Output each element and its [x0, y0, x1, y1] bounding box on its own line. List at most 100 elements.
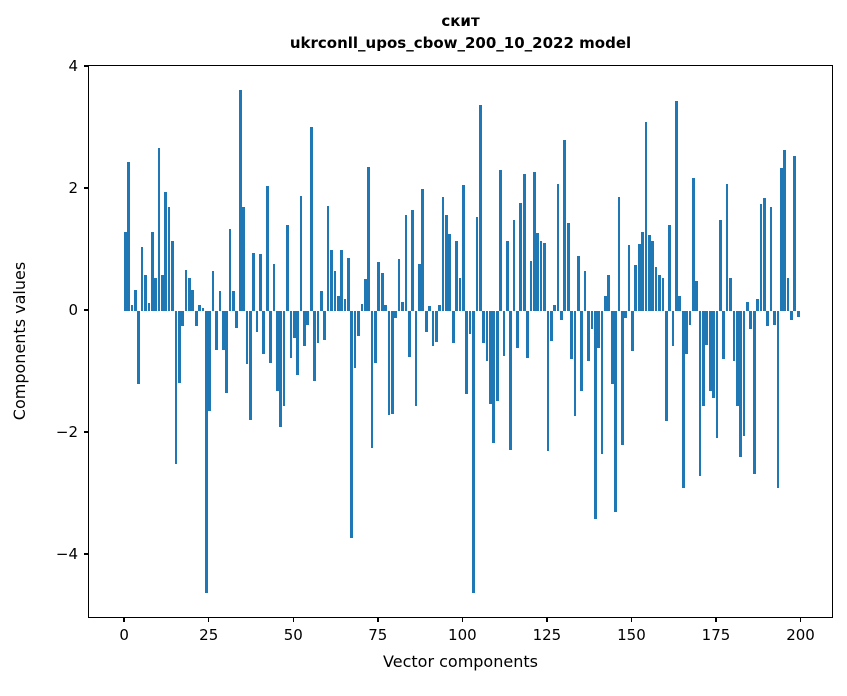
bar: [407, 311, 411, 357]
bar: [340, 250, 343, 312]
bar: [177, 311, 181, 384]
x-axis-label: Vector components: [383, 652, 538, 671]
bar: [272, 263, 276, 312]
bar: [306, 311, 310, 325]
bar: [762, 198, 766, 312]
bar: [130, 305, 134, 312]
x-tick-label: 50: [283, 626, 303, 644]
bar: [458, 277, 462, 312]
x-tick-label: 100: [448, 626, 477, 644]
bar: [522, 173, 526, 312]
bar: [533, 172, 536, 312]
bar: [502, 311, 506, 357]
bar: [201, 308, 205, 312]
bar: [394, 311, 398, 319]
bar: [553, 305, 557, 312]
bar: [330, 250, 333, 312]
x-tick-label: 150: [617, 626, 646, 644]
bar: [188, 277, 191, 312]
bar: [133, 289, 137, 312]
bar: [418, 264, 421, 312]
bar: [228, 229, 232, 312]
bar: [174, 311, 178, 464]
bar: [414, 311, 418, 406]
bar: [292, 311, 296, 338]
bar: [215, 311, 218, 350]
bar: [232, 290, 235, 312]
bar: [604, 295, 607, 312]
bar: [350, 311, 354, 538]
bar: [387, 311, 391, 416]
bar: [651, 240, 655, 312]
bar: [245, 311, 249, 364]
bar: [631, 311, 634, 352]
bar: [529, 261, 533, 312]
bar: [167, 207, 171, 312]
bar: [404, 215, 408, 312]
bar: [411, 210, 414, 312]
bar: [637, 244, 641, 312]
bar: [641, 231, 644, 312]
bar: [204, 311, 208, 593]
bar: [732, 311, 736, 362]
bar: [462, 184, 465, 312]
bar: [583, 270, 587, 312]
bar: [303, 311, 306, 346]
bar: [123, 231, 127, 312]
bar: [573, 311, 577, 416]
bar: [472, 311, 475, 593]
bar: [181, 311, 185, 327]
bar: [475, 216, 479, 312]
bar: [184, 270, 188, 312]
bar: [739, 311, 742, 458]
x-tick-mark: [715, 618, 717, 622]
bar: [221, 311, 225, 350]
bar: [445, 214, 448, 312]
x-tick-label: 25: [199, 626, 219, 644]
x-tick-label: 0: [119, 626, 129, 644]
bar: [600, 311, 604, 455]
y-tick-mark: [84, 431, 88, 433]
bar: [485, 311, 489, 362]
bar: [729, 277, 732, 312]
bar: [796, 311, 800, 318]
x-tick-mark: [546, 618, 548, 622]
bar: [455, 240, 458, 312]
bar: [698, 311, 702, 476]
bar: [752, 311, 756, 475]
plot-area: [88, 65, 833, 618]
bar: [363, 279, 367, 312]
bar: [495, 311, 499, 402]
bar: [465, 311, 469, 394]
bar: [766, 311, 770, 327]
bar: [269, 311, 272, 363]
bar: [590, 311, 594, 330]
bar: [648, 234, 651, 312]
x-tick-mark: [377, 618, 379, 622]
bar: [347, 258, 350, 312]
bar: [137, 311, 141, 385]
x-tick-mark: [799, 618, 802, 622]
bar: [536, 233, 540, 312]
bar: [377, 262, 381, 312]
bar: [560, 311, 563, 321]
bar: [759, 204, 763, 312]
bar: [576, 256, 580, 312]
bar: [150, 231, 154, 312]
bar: [756, 298, 759, 312]
bar: [773, 311, 776, 325]
bar: [198, 305, 201, 312]
bar: [570, 311, 573, 360]
bar: [401, 301, 404, 312]
bar: [252, 252, 256, 312]
bar: [384, 305, 387, 312]
bar: [489, 311, 492, 404]
chart-title: скит: [441, 12, 480, 30]
bar: [509, 311, 513, 451]
y-tick-mark: [84, 65, 88, 67]
bar: [431, 311, 435, 346]
x-tick-mark: [123, 618, 125, 622]
bar: [380, 272, 384, 312]
bar: [644, 122, 648, 312]
bar: [289, 311, 293, 359]
